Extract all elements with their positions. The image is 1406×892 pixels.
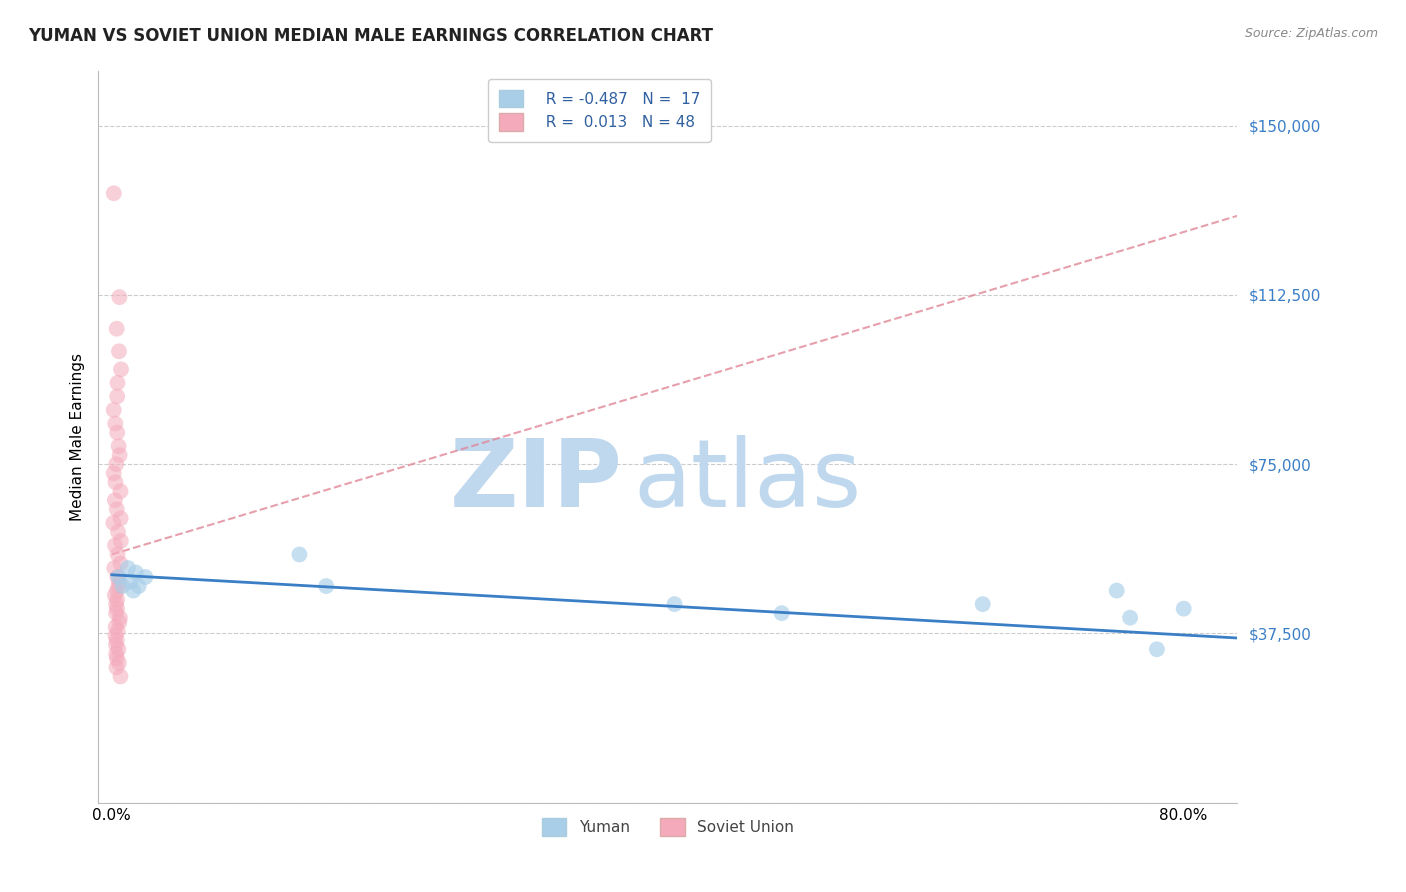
Point: [105, 457, 128, 471]
Point: [105, 606, 128, 620]
Point: [104, 620, 127, 634]
Point: [105, 502, 128, 516]
Point: [770, 606, 793, 620]
Point: [108, 290, 131, 304]
Point: [972, 597, 994, 611]
Point: [315, 579, 337, 593]
Point: [105, 570, 128, 584]
Point: [110, 669, 132, 683]
Text: YUMAN VS SOVIET UNION MEDIAN MALE EARNINGS CORRELATION CHART: YUMAN VS SOVIET UNION MEDIAN MALE EARNIN…: [28, 27, 713, 45]
Point: [103, 403, 125, 417]
Point: [105, 638, 128, 652]
Point: [1173, 601, 1195, 615]
Point: [105, 389, 128, 403]
Point: [111, 579, 134, 593]
Point: [107, 624, 129, 639]
Point: [104, 493, 127, 508]
Text: atlas: atlas: [634, 435, 862, 527]
Point: [103, 466, 125, 480]
Point: [104, 629, 127, 643]
Point: [1119, 610, 1142, 624]
Point: [105, 647, 128, 661]
Point: [108, 574, 131, 589]
Point: [104, 538, 127, 552]
Point: [107, 376, 129, 390]
Point: [288, 548, 311, 562]
Point: [122, 583, 145, 598]
Point: [105, 651, 128, 665]
Point: [103, 516, 125, 530]
Point: [134, 570, 156, 584]
Text: ZIP: ZIP: [450, 435, 623, 527]
Point: [103, 186, 125, 201]
Point: [117, 561, 139, 575]
Point: [105, 597, 128, 611]
Point: [107, 579, 129, 593]
Point: [664, 597, 686, 611]
Text: Source: ZipAtlas.com: Source: ZipAtlas.com: [1244, 27, 1378, 40]
Point: [108, 448, 131, 462]
Point: [104, 417, 127, 431]
Point: [107, 642, 129, 657]
Point: [108, 610, 131, 624]
Point: [105, 660, 128, 674]
Point: [105, 583, 128, 598]
Point: [107, 524, 129, 539]
Point: [108, 656, 131, 670]
Y-axis label: Median Male Earnings: Median Male Earnings: [69, 353, 84, 521]
Point: [107, 570, 129, 584]
Point: [107, 548, 129, 562]
Point: [110, 511, 132, 525]
Point: [105, 633, 128, 648]
Point: [125, 566, 148, 580]
Point: [120, 574, 142, 589]
Point: [105, 601, 128, 615]
Point: [103, 561, 125, 575]
Point: [105, 425, 128, 440]
Point: [107, 439, 129, 453]
Point: [110, 484, 132, 499]
Point: [104, 588, 127, 602]
Point: [108, 344, 131, 359]
Point: [108, 615, 131, 630]
Legend: Yuman, Soviet Union: Yuman, Soviet Union: [531, 807, 804, 847]
Point: [110, 533, 132, 548]
Point: [105, 322, 128, 336]
Point: [128, 579, 150, 593]
Point: [110, 362, 132, 376]
Point: [1105, 583, 1128, 598]
Point: [1146, 642, 1168, 657]
Point: [104, 475, 127, 490]
Point: [105, 592, 128, 607]
Point: [110, 557, 132, 571]
